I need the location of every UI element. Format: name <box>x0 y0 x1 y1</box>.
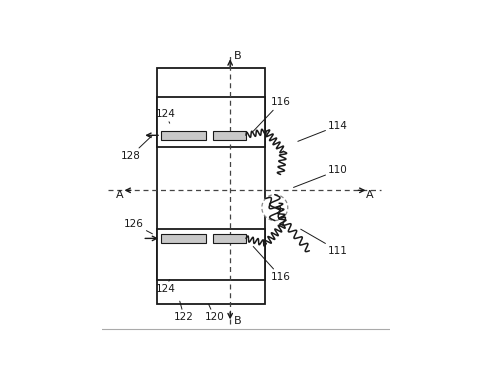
Bar <box>157 97 264 147</box>
Bar <box>213 234 246 243</box>
Text: 110: 110 <box>293 165 348 187</box>
Text: A: A <box>116 190 123 200</box>
Bar <box>157 68 264 304</box>
Text: 116: 116 <box>253 98 290 131</box>
Circle shape <box>262 194 288 221</box>
Text: 120: 120 <box>204 304 224 322</box>
Text: 124: 124 <box>156 280 175 294</box>
Text: A: A <box>366 190 373 200</box>
Text: B: B <box>234 316 241 327</box>
Text: 116: 116 <box>253 246 290 282</box>
Bar <box>157 229 264 280</box>
Bar <box>161 234 206 243</box>
Text: 124: 124 <box>156 109 175 123</box>
Text: 111: 111 <box>300 229 348 256</box>
Text: 126: 126 <box>124 219 153 234</box>
Text: 114: 114 <box>298 120 348 141</box>
Text: 122: 122 <box>174 301 194 322</box>
Text: 128: 128 <box>121 135 153 161</box>
Text: B: B <box>234 51 241 61</box>
Bar <box>213 131 246 140</box>
Bar <box>161 131 206 140</box>
